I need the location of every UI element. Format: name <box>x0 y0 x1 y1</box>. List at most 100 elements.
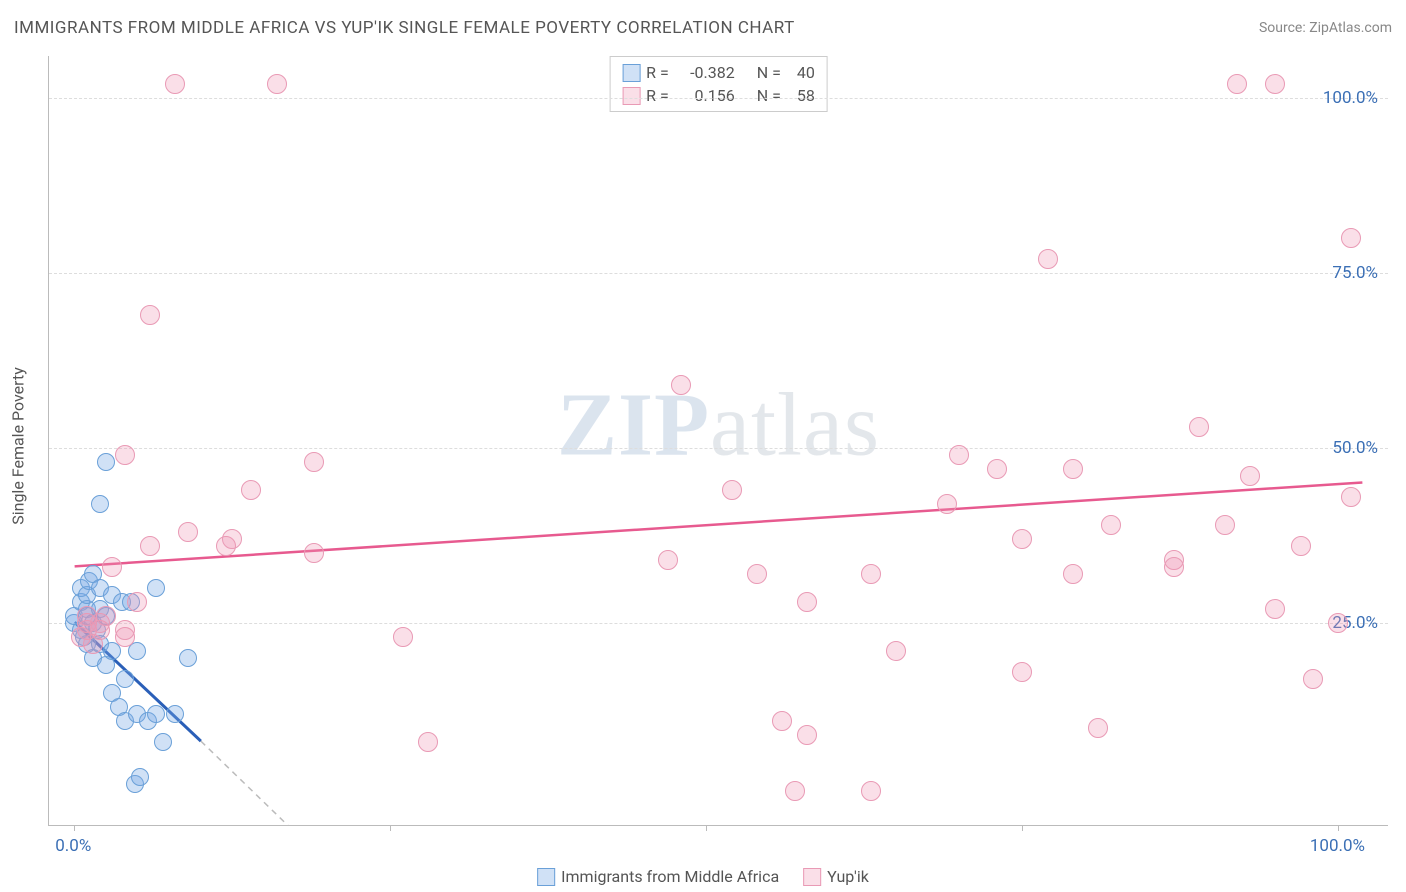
legend-series-item: Immigrants from Middle Africa <box>537 867 779 886</box>
n-label: N = <box>757 63 781 82</box>
data-point <box>165 74 185 94</box>
data-point <box>1328 613 1348 633</box>
y-tick-label: 75.0% <box>1332 263 1378 283</box>
data-point <box>418 732 438 752</box>
x-tick <box>74 825 75 831</box>
data-point <box>1012 662 1032 682</box>
y-axis-label: Single Female Poverty <box>9 367 28 525</box>
data-point <box>166 705 184 723</box>
n-value: 58 <box>787 86 815 105</box>
data-point <box>1291 536 1311 556</box>
data-point <box>131 768 149 786</box>
gridline <box>49 623 1388 624</box>
series-legend: Immigrants from Middle Africa Yup'ik <box>537 867 869 886</box>
watermark-atlas: atlas <box>710 376 880 475</box>
x-tick <box>706 825 707 831</box>
data-point <box>116 670 134 688</box>
n-value: 40 <box>787 63 815 82</box>
data-point <box>140 305 160 325</box>
data-point <box>147 579 165 597</box>
data-point <box>1265 74 1285 94</box>
r-value: -0.382 <box>675 63 735 82</box>
legend-stat-row: R = 0.156 N = 58 <box>622 84 815 107</box>
data-point <box>102 557 122 577</box>
source-label: Source: <box>1259 20 1306 36</box>
data-point <box>658 550 678 570</box>
data-point <box>987 459 1007 479</box>
legend-swatch <box>803 868 821 886</box>
r-label: R = <box>646 86 669 105</box>
y-tick-label: 50.0% <box>1332 438 1378 458</box>
data-point <box>797 592 817 612</box>
x-tick-label: 0.0% <box>55 836 91 856</box>
data-point <box>147 705 165 723</box>
data-point <box>1303 669 1323 689</box>
legend-series-item: Yup'ik <box>803 867 869 886</box>
data-point <box>140 536 160 556</box>
legend-swatch <box>622 64 640 82</box>
gridline <box>49 273 1388 274</box>
data-point <box>393 627 413 647</box>
data-point <box>1215 515 1235 535</box>
x-tick <box>390 825 391 831</box>
data-point <box>1341 487 1361 507</box>
data-point <box>97 453 115 471</box>
data-point <box>1164 557 1184 577</box>
data-point <box>949 445 969 465</box>
data-point <box>127 592 147 612</box>
n-label: N = <box>757 86 781 105</box>
legend-series-label: Yup'ik <box>827 867 869 886</box>
x-tick <box>1022 825 1023 831</box>
data-point <box>1265 599 1285 619</box>
data-point <box>1101 515 1121 535</box>
legend-swatch <box>622 87 640 105</box>
data-point <box>861 564 881 584</box>
data-point <box>1038 249 1058 269</box>
data-point <box>1227 74 1247 94</box>
data-point <box>304 452 324 472</box>
data-point <box>304 543 324 563</box>
data-point <box>937 494 957 514</box>
data-point <box>1240 466 1260 486</box>
data-point <box>671 375 691 395</box>
gridline <box>49 448 1388 449</box>
r-value: 0.156 <box>675 86 735 105</box>
data-point <box>241 480 261 500</box>
data-point <box>1012 529 1032 549</box>
data-point <box>178 522 198 542</box>
x-tick-label: 100.0% <box>1310 836 1365 856</box>
legend-series-label: Immigrants from Middle Africa <box>561 867 779 886</box>
data-point <box>115 445 135 465</box>
scatter-plot: ZIPatlas R =-0.382N =40R =0.156N =58 25.… <box>48 56 1388 826</box>
x-tick <box>1338 825 1339 831</box>
y-tick-label: 100.0% <box>1323 88 1378 108</box>
legend-stat-row: R = -0.382 N = 40 <box>622 61 815 84</box>
data-point <box>722 480 742 500</box>
data-point <box>1063 564 1083 584</box>
source-attribution: Source: ZipAtlas.com <box>1259 20 1392 36</box>
data-point <box>1088 718 1108 738</box>
data-point <box>772 711 792 731</box>
r-label: R = <box>646 63 669 82</box>
data-point <box>96 606 116 626</box>
data-point <box>154 733 172 751</box>
data-point <box>861 781 881 801</box>
data-point <box>886 641 906 661</box>
source-link[interactable]: ZipAtlas.com <box>1309 20 1392 36</box>
data-point <box>797 725 817 745</box>
data-point <box>91 495 109 513</box>
data-point <box>222 529 242 549</box>
data-point <box>747 564 767 584</box>
data-point <box>1063 459 1083 479</box>
trend-lines <box>49 56 1388 825</box>
data-point <box>267 74 287 94</box>
data-point <box>785 781 805 801</box>
watermark: ZIPatlas <box>557 374 880 477</box>
data-point <box>179 649 197 667</box>
chart-title: IMMIGRANTS FROM MIDDLE AFRICA VS YUP'IK … <box>14 18 795 38</box>
data-point <box>1341 228 1361 248</box>
gridline <box>49 98 1388 99</box>
correlation-legend: R = -0.382 N = 40 R = 0.156 N = 58 <box>609 56 828 112</box>
data-point <box>115 620 135 640</box>
legend-swatch <box>537 868 555 886</box>
